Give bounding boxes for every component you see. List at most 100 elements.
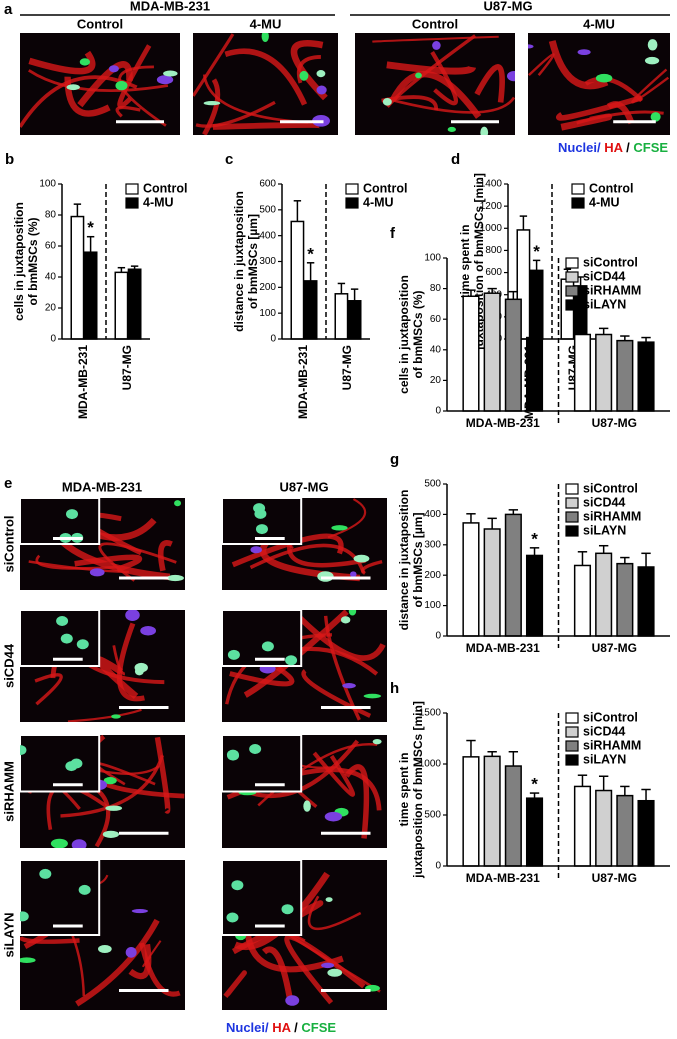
y-tick-label: 200 [259,282,276,293]
legend-label: Control [363,181,407,195]
cell [363,693,382,699]
cell [255,524,268,535]
micrograph-content [222,610,386,721]
bar [616,794,634,867]
fiber [224,48,308,106]
legend-label: 4-MU [143,195,174,209]
inset [20,498,101,545]
caption-part: / [290,1020,302,1035]
legend-swatch [571,197,585,209]
group-header: MDA-MB-231 [130,0,210,13]
caption-part: Nuclei/ [558,140,605,155]
x-tick-label: U87-MG [340,345,354,390]
y-tick-label: 500 [424,810,441,821]
legend-swatch [565,285,579,297]
bar [504,298,522,412]
cell [249,744,262,755]
y-axis-label: distance in juxtaposition [397,490,411,631]
y-tick-label: 40 [430,344,442,355]
row-label: siControl [1,515,16,572]
y-tick-label: 100 [39,179,56,190]
x-tick-label: U87-MG [592,871,637,885]
bar [303,280,318,340]
cell [76,639,89,650]
cell [644,56,660,65]
cell [317,571,334,582]
image-label: 4-MU [583,16,615,31]
bar [595,552,613,637]
fiber [77,61,133,108]
fiber [474,64,505,103]
y-tick-label: 60 [430,314,442,325]
panel-label: g [390,451,399,468]
fiber [231,900,324,955]
fiber [154,736,171,814]
legend-label: siControl [583,255,638,269]
bar [525,554,544,637]
cell [480,126,489,135]
cell [331,525,348,531]
cell [102,830,120,838]
micrograph-content [222,860,381,1006]
fiber [262,946,294,1005]
caption-part: CFSE [301,1020,337,1035]
image-label: Control [412,16,458,31]
bar [573,785,592,867]
legend-label: siControl [583,481,638,495]
legend-swatch [565,754,579,766]
column-header: U87-MG [279,479,328,494]
y-axis-label: of bmMSCs [µm] [246,214,260,309]
cell [261,641,274,652]
fiber [528,53,555,77]
cell [20,911,29,922]
annotation: * [531,529,538,548]
bar [334,293,349,340]
micrograph-content [20,498,184,582]
y-tick-label: 1000 [480,223,503,234]
bar [595,333,613,412]
fiber [389,70,482,119]
fiber [128,943,152,980]
cell [327,968,343,977]
cell [353,554,370,563]
cell [595,73,613,83]
cell [66,509,79,520]
inset [20,860,101,936]
cell [253,503,266,514]
bar [70,215,85,340]
panel-label: b [5,151,14,168]
fiber [430,51,458,106]
bar [616,562,634,637]
bar [504,513,522,637]
bar [127,268,142,340]
bar [637,341,655,412]
y-tick-label: 20 [45,303,57,314]
caption-part: Nuclei/ [226,1020,273,1035]
fiber [344,764,370,839]
bar [290,220,305,340]
cell [39,868,52,879]
y-tick-label: 60 [45,241,57,252]
image-label: Control [77,16,123,31]
legend-swatch [565,726,579,738]
y-tick-label: 600 [485,267,502,278]
micrograph-content [372,34,515,135]
cell [250,546,262,554]
row-label: siLAYN [1,912,16,957]
x-tick-label: MDA-MB-231 [466,641,540,655]
y-tick-label: 100 [424,600,441,611]
cell [382,98,392,106]
annotation: * [531,775,538,794]
legend-label: 4-MU [589,195,620,209]
micrograph-content [222,498,383,582]
fiber [327,498,367,539]
cell [174,500,182,507]
cell [325,897,333,902]
legend-label: siCD44 [583,495,625,509]
y-tick-label: 200 [424,570,441,581]
cell [105,805,123,811]
y-tick-label: 1200 [480,201,503,212]
cell [342,683,356,689]
y-tick-label: 0 [435,406,441,417]
cell [321,962,335,969]
